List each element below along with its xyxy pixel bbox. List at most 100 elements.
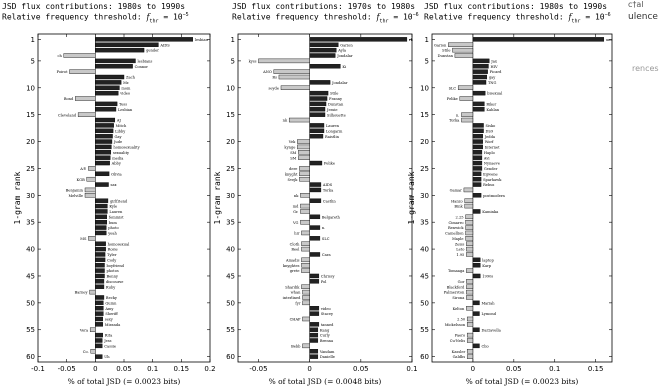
panel-2-bar	[309, 128, 325, 134]
panel-1-bar-label: sexuality	[113, 151, 130, 155]
panel-1-bar	[89, 289, 96, 295]
panel-2-subtitle-line: Relative frequency threshold: fthr = 10−…	[232, 12, 419, 25]
panel-1-bar-label: Barney	[75, 291, 89, 295]
panel-1-bar	[95, 316, 103, 322]
panel-1-bar-label: sexy	[105, 318, 114, 322]
panel-1-ytick-label: 30	[26, 192, 35, 200]
panel-3-ytick-label: 20	[420, 138, 429, 146]
panel-2-bar	[309, 53, 336, 58]
panel-3-bar	[457, 85, 474, 90]
panel-2-bar	[309, 311, 320, 316]
panel-2-title-line: JSD flux contributions: 1970s to 1980s	[232, 2, 416, 11]
panel-1-bar-label: Rosie	[108, 248, 118, 252]
panel-1-bar-label: Melville	[68, 194, 83, 198]
panel-1-bar-label: KGB	[77, 178, 86, 182]
panel-1-bar-label: Benny	[107, 275, 119, 279]
panel-1-bar	[95, 74, 125, 80]
panel-2-bar	[301, 268, 310, 273]
panel-2-bar-label: Castlin	[323, 199, 336, 203]
panel-2-bar	[299, 176, 310, 182]
panel-2-bar	[302, 300, 310, 306]
panel-1-bar-label: AIDS	[159, 43, 170, 47]
panel-1-bar	[89, 327, 96, 332]
panel-3-bar-label: Jax	[490, 59, 497, 63]
panel-3-bar-label: Mickelsson	[445, 323, 466, 327]
panel-1-bar	[95, 47, 145, 53]
panel-1-xtick-label: 0.15	[174, 365, 190, 373]
panel-2-bar	[302, 289, 310, 295]
panel-1-bar-label: lesbians	[137, 59, 152, 63]
panel-1-bar	[95, 133, 113, 139]
panel-3-bar-label: Avi	[483, 156, 490, 160]
panel-3-bar	[466, 279, 474, 284]
panel-1-bar-label: Libby	[115, 129, 126, 133]
panel-3-bar-label: Bink	[454, 205, 463, 209]
panel-1-ytick-label: 20	[26, 138, 35, 146]
panel-1-bar-label: Olivia	[111, 172, 122, 176]
panel-3-bar-label: Blackford	[447, 285, 465, 289]
panel-2-ytick-label: 35	[226, 219, 235, 227]
panel-1-bar-label: sax	[111, 183, 117, 187]
panel-3-bar	[472, 171, 482, 177]
panel-2-bar	[301, 284, 310, 289]
panel-2-bar-label: Gr.	[293, 210, 298, 214]
panel-2-ytick-label: 55	[226, 326, 235, 334]
panel-1-bar	[95, 332, 103, 338]
panel-2-bar-label: kyss	[249, 59, 257, 63]
panel-1-bar-label: MS	[80, 237, 87, 241]
panel-2-bar	[288, 117, 310, 123]
panel-2-bar-label: Cara	[322, 253, 332, 257]
panel-2-bar-label: Garion	[340, 43, 353, 47]
panel-1-bar-label: Lauren	[109, 210, 123, 214]
panel-3-bar	[466, 289, 474, 295]
panel-2-bar	[309, 187, 322, 193]
panel-3-bar	[472, 37, 605, 42]
panel-2-bar-label: hir	[294, 232, 299, 236]
panel-1-bar-label: photo	[108, 226, 118, 230]
panel-2-bar	[309, 252, 321, 257]
panel-3-title-line: JSD flux contributions: 1980s to 1990s	[424, 2, 608, 11]
panel-1-bar-label: Jess	[103, 339, 111, 343]
panel-3-bar-label: unc	[606, 38, 613, 42]
panel-2-bar-label: Lauren	[326, 124, 340, 128]
panel-3-bar	[472, 311, 480, 316]
panel-3-bar-label: Faero	[455, 334, 465, 338]
panel-2-ytick-label: 10	[226, 84, 235, 92]
panel-2-bar-label: Reel	[291, 248, 300, 252]
panel-3-ytick-label: 5	[425, 57, 429, 65]
panel-1-bar	[95, 139, 113, 144]
panel-3-bar	[472, 166, 483, 171]
panel-2-bar-label: Felike	[324, 162, 335, 166]
panel-2-bar-label: grete	[290, 269, 300, 273]
panel-1-bar-label: Tess	[119, 103, 127, 107]
panel-1-bar	[95, 214, 108, 220]
panel-2-bar	[309, 37, 408, 42]
panel-3-bar-label: Darzavella	[481, 328, 501, 332]
panel-3-ytick-label: 55	[420, 326, 429, 334]
panel-2-bar-label: Shardik	[285, 285, 300, 289]
panel-3-ytick-label: 60	[420, 353, 429, 361]
panel-2-ytick-label: 30	[226, 192, 235, 200]
panel-2-bar	[309, 236, 321, 241]
panel-1-bar	[95, 262, 105, 268]
panel-1-bar	[95, 284, 105, 289]
panel-3-xtick-label: 0.1	[549, 365, 560, 373]
panel-3-bar-label: Kaminka	[482, 210, 499, 214]
panel-1-bar-label: ch	[57, 54, 62, 58]
panel-1-bar	[95, 37, 194, 42]
panel-1-bar-label: Amy	[104, 307, 114, 311]
panel-3-bar	[472, 160, 483, 166]
panel-2-bar	[309, 101, 327, 107]
panel-2-xlabel: % of total JSD (= 0.0048 bits)	[269, 377, 382, 386]
panel-3-bar	[465, 214, 474, 220]
panel-1-bar	[95, 322, 103, 327]
panel-2-bar-label: Bebb	[291, 344, 301, 348]
panel-3-bar	[465, 219, 474, 225]
panel-3-bar	[465, 225, 474, 230]
panel-2-ytick-label: 1	[231, 36, 235, 44]
panel-1-bar	[95, 90, 119, 96]
panel-1-bar-label: bum	[109, 221, 118, 225]
panel-3-bar-label: SLC	[449, 86, 457, 90]
panel-2-bar	[297, 144, 310, 150]
panel-1-bar-label: Zach	[126, 76, 136, 80]
